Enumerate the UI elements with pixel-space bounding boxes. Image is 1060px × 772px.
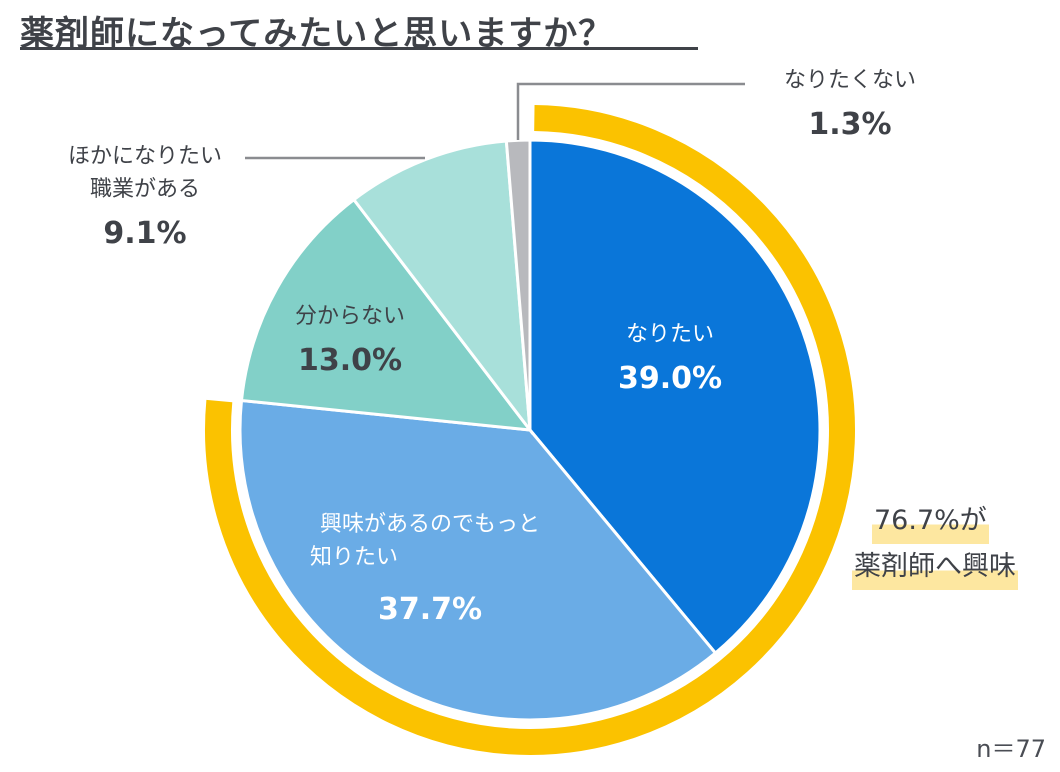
slice-other-job	[351, 139, 532, 435]
slice-label-unsure: 分からない 13.0%	[255, 300, 445, 378]
slice-percent: 13.0%	[297, 343, 403, 378]
slice-name-line2: 知りたい	[310, 545, 399, 570]
interest-callout: 76.7%が 薬剤師へ興味	[852, 498, 1018, 590]
leader-line-dont-want	[516, 82, 745, 140]
interest-highlight-arc	[205, 105, 855, 755]
callout-line1: 76.7%が	[872, 498, 989, 544]
slice-name-line2: 職業がある	[89, 177, 200, 202]
slice-percent: 37.7%	[377, 592, 483, 627]
slice-want	[528, 138, 822, 656]
slice-label-interested: 興味があるのでもっと 知りたい 37.7%	[270, 508, 590, 627]
title-underline	[20, 47, 698, 50]
slice-name-line1: ほかになりたい	[67, 144, 222, 169]
callout-line2: 薬剤師へ興味	[852, 544, 1018, 590]
slice-percent: 9.1%	[103, 216, 187, 251]
slice-interested	[238, 398, 718, 722]
slice-name: 分からない	[294, 304, 405, 329]
slice-label-dont-want: なりたくない 1.3%	[750, 64, 950, 142]
slice-percent: 39.0%	[617, 361, 723, 396]
sample-size: n＝77	[976, 735, 1046, 763]
slice-percent: 1.3%	[808, 107, 892, 142]
slice-unsure	[239, 197, 534, 432]
slice-name: なりたい	[625, 322, 714, 347]
slice-name-line1: 興味があるのでもっと	[319, 512, 540, 537]
slice-label-other-job: ほかになりたい 職業がある 9.1%	[40, 140, 250, 251]
slice-label-want: なりたい 39.0%	[560, 318, 780, 396]
slice-dont-want	[504, 138, 532, 431]
slice-name: なりたくない	[783, 68, 916, 93]
